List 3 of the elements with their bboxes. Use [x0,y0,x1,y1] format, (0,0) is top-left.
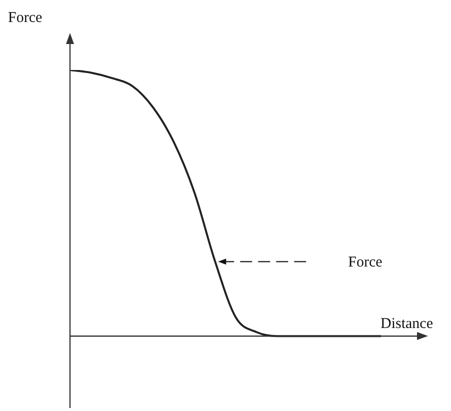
annotation: Force [348,254,383,271]
y-axis-title: Force [8,10,42,26]
x-axis-title: Distance [380,316,434,332]
